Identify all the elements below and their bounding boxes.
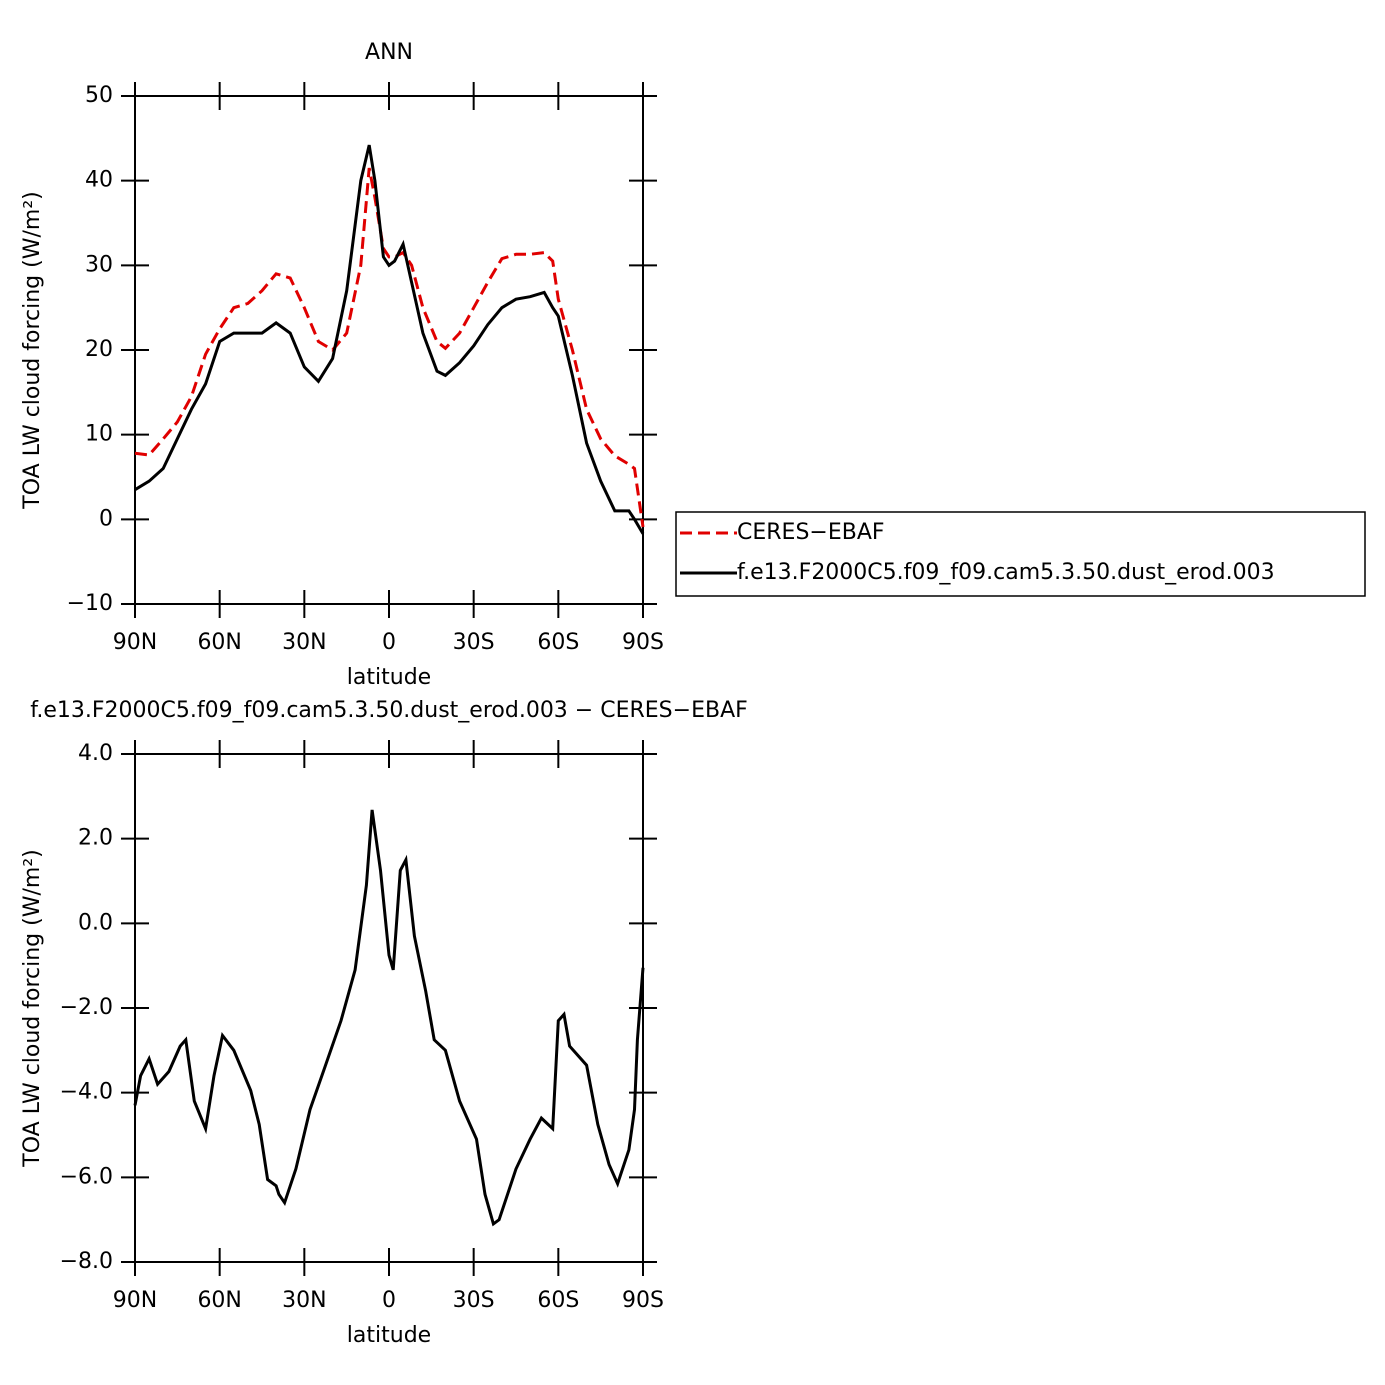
y-tick-label: 20: [85, 337, 113, 362]
y-tick-label: 10: [85, 422, 113, 447]
x-axis-label: latitude: [347, 665, 431, 690]
y-tick-label: 40: [85, 168, 113, 193]
y-tick-label: 2.0: [78, 826, 113, 851]
x-tick-label: 60S: [537, 1288, 579, 1313]
chart-title: ANN: [365, 40, 413, 65]
x-tick-label: 60N: [197, 1288, 241, 1313]
legend-label: f.e13.F2000C5.f09_f09.cam5.3.50.dust_ero…: [737, 560, 1275, 585]
y-tick-label: −10: [67, 591, 113, 616]
plot-frame: [134, 753, 644, 1263]
y-tick-label: −4.0: [60, 1080, 113, 1105]
legend-label: CERES−EBAF: [737, 520, 885, 545]
x-tick-label: 60N: [197, 630, 241, 655]
y-tick-label: 0: [99, 506, 113, 531]
data-line: [134, 167, 645, 528]
x-tick-label: 0: [382, 630, 396, 655]
x-axis-label: latitude: [347, 1323, 431, 1348]
y-tick-label: −6.0: [60, 1164, 113, 1189]
legend-box: [675, 511, 1366, 597]
plot-frame: [134, 95, 644, 605]
data-line: [133, 809, 645, 1227]
y-axis-label: TOA LW cloud forcing (W/m²): [20, 191, 45, 509]
data-line: [134, 144, 645, 535]
x-tick-label: 30S: [453, 1288, 495, 1313]
y-tick-label: 4.0: [78, 741, 113, 766]
x-tick-label: 90N: [113, 1288, 157, 1313]
x-tick-label: 90S: [622, 630, 664, 655]
x-tick-label: 30N: [282, 1288, 326, 1313]
x-tick-label: 60S: [537, 630, 579, 655]
y-tick-label: 30: [85, 252, 113, 277]
x-tick-label: 30N: [282, 630, 326, 655]
x-tick-label: 90S: [622, 1288, 664, 1313]
y-tick-label: 50: [85, 83, 113, 108]
y-tick-label: −8.0: [60, 1249, 113, 1274]
y-axis-label: TOA LW cloud forcing (W/m²): [20, 849, 45, 1167]
x-tick-label: 30S: [453, 630, 495, 655]
chart-title: f.e13.F2000C5.f09_f09.cam5.3.50.dust_ero…: [30, 698, 748, 723]
y-tick-label: −2.0: [60, 995, 113, 1020]
x-tick-label: 90N: [113, 630, 157, 655]
x-tick-label: 0: [382, 1288, 396, 1313]
y-tick-label: 0.0: [78, 910, 113, 935]
